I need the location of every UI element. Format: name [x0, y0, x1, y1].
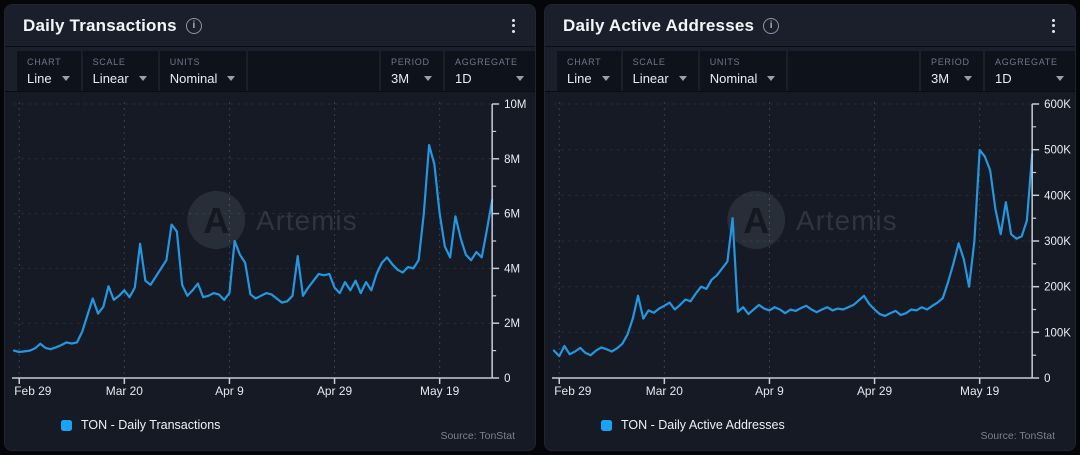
- watermark-text: Artemis: [796, 205, 897, 236]
- dropdown-label: AGGREGATE: [995, 57, 1058, 67]
- x-axis-tick-label: Mar 20: [106, 384, 144, 398]
- legend-item[interactable]: TON - Daily Active Addresses: [601, 418, 785, 432]
- info-icon[interactable]: i: [185, 17, 202, 34]
- units-dropdown[interactable]: UNITS Nominal: [159, 51, 247, 91]
- chart-toolbar: CHART Line SCALE Linear UNITS Nominal PE…: [5, 47, 535, 92]
- source-label: Source: TonStat: [980, 430, 1055, 442]
- artemis-logo-icon: [187, 191, 246, 249]
- dropdown-label: UNITS: [169, 57, 201, 67]
- y-axis-tick-label: 400K: [1044, 190, 1071, 202]
- dropdown-label: UNITS: [709, 57, 741, 67]
- y-axis-tick-label: 300K: [1044, 236, 1071, 248]
- units-dropdown[interactable]: UNITS Nominal: [699, 51, 787, 91]
- line-chart-canvas[interactable]: A Artemis 0 100K 200K 300K 400K 500K 600K Feb 29 M…: [545, 92, 1075, 398]
- period-dropdown[interactable]: PERIOD 3M: [921, 51, 983, 91]
- chevron-down-icon: [678, 76, 687, 81]
- dropdown-value: Nominal: [169, 71, 218, 86]
- watermark-text: Artemis: [256, 205, 357, 236]
- dropdown-value: 1D: [995, 71, 1012, 86]
- x-axis-tick-label: Apr 9: [215, 384, 244, 398]
- y-axis-tick-label: 10M: [504, 99, 526, 111]
- chevron-down-icon: [516, 76, 524, 81]
- legend-swatch: [601, 419, 612, 431]
- toolbar-spacer: [788, 51, 919, 91]
- dropdown-value: 3M: [391, 71, 410, 86]
- line-chart-canvas[interactable]: A Artemis 0 2M 4M 6M 8M 10M Feb 29 Mar 20 Apr 9 Apr…: [5, 92, 535, 398]
- x-axis-tick-label: Apr 29: [857, 384, 893, 398]
- dropdown-value: Linear: [632, 71, 669, 86]
- series-line[interactable]: [552, 148, 1034, 358]
- x-axis-tick-label: Apr 29: [317, 384, 353, 398]
- scale-dropdown[interactable]: SCALE Linear: [622, 51, 698, 91]
- period-dropdown[interactable]: PERIOD 3M: [381, 51, 443, 91]
- dropdown-value: Linear: [92, 71, 129, 86]
- panel-header: Daily Transactions i: [5, 5, 535, 47]
- dropdown-value: Nominal: [709, 71, 758, 86]
- artemis-logo-icon: [727, 191, 786, 249]
- page-title: Daily Active Addresses: [563, 15, 755, 35]
- chart-type-dropdown[interactable]: CHART Line: [557, 51, 621, 91]
- chevron-down-icon: [61, 76, 70, 81]
- chart-footer: TON - Daily Transactions Source: TonStat: [5, 398, 535, 450]
- chevron-down-icon: [1056, 76, 1064, 81]
- page-title: Daily Transactions: [23, 15, 177, 35]
- x-axis-tick-label: Apr 9: [755, 384, 784, 398]
- aggregate-dropdown[interactable]: AGGREGATE 1D: [985, 51, 1075, 91]
- x-axis-tick-label: Feb 29: [554, 384, 592, 398]
- y-axis-tick-label: 500K: [1044, 145, 1071, 157]
- legend-label: TON - Daily Transactions: [81, 418, 221, 432]
- y-axis-tick-label: 8M: [504, 154, 520, 166]
- dropdown-label: CHART: [27, 57, 62, 67]
- y-axis-tick-label: 200K: [1044, 282, 1071, 294]
- chevron-down-icon: [964, 76, 972, 81]
- aggregate-dropdown[interactable]: AGGREGATE 1D: [445, 51, 535, 91]
- x-axis-tick-label: Mar 20: [646, 384, 684, 398]
- panel-header: Daily Active Addresses i: [545, 5, 1075, 47]
- y-axis-tick-label: 600K: [1044, 99, 1071, 111]
- dropdown-label: PERIOD: [931, 57, 970, 67]
- info-icon[interactable]: i: [763, 17, 780, 34]
- dropdown-value: 1D: [455, 71, 472, 86]
- dropdown-label: AGGREGATE: [455, 57, 518, 67]
- chevron-down-icon: [601, 76, 610, 81]
- legend-swatch: [61, 419, 72, 431]
- y-axis-tick-label: 6M: [504, 209, 520, 221]
- legend-item[interactable]: TON - Daily Transactions: [61, 418, 220, 432]
- y-axis-tick-label: 4M: [504, 263, 520, 275]
- source-label: Source: TonStat: [440, 430, 515, 442]
- panel-daily-transactions: Daily Transactions i CHART Line SCALE Li…: [4, 4, 536, 451]
- dropdown-label: CHART: [567, 57, 602, 67]
- y-axis-tick-label: 2M: [504, 318, 520, 330]
- y-axis-tick-label: 100K: [1044, 327, 1071, 339]
- y-axis-tick-label: 0: [504, 373, 510, 385]
- dropdown-label: SCALE: [92, 57, 126, 67]
- series-line[interactable]: [12, 143, 494, 354]
- chevron-down-icon: [767, 76, 776, 81]
- panel-daily-active-addresses: Daily Active Addresses i CHART Line SCAL…: [544, 4, 1076, 451]
- kebab-menu-icon[interactable]: [506, 14, 521, 38]
- dropdown-value: 3M: [931, 71, 950, 86]
- artemis-logo-glyph: A: [743, 200, 769, 241]
- chart-toolbar: CHART Line SCALE Linear UNITS Nominal PE…: [545, 47, 1075, 92]
- dropdown-label: PERIOD: [391, 57, 430, 67]
- chevron-down-icon: [424, 76, 432, 81]
- toolbar-spacer: [248, 51, 379, 91]
- artemis-logo-glyph: A: [203, 200, 229, 241]
- dropdown-label: SCALE: [632, 57, 666, 67]
- dropdown-value: Line: [27, 71, 52, 86]
- chevron-down-icon: [227, 76, 236, 81]
- legend-label: TON - Daily Active Addresses: [621, 418, 785, 432]
- y-axis-tick-label: 0: [1044, 373, 1050, 385]
- x-axis-tick-label: Feb 29: [14, 384, 52, 398]
- chart-footer: TON - Daily Active Addresses Source: Ton…: [545, 398, 1075, 450]
- x-axis-tick-label: May 19: [420, 384, 460, 398]
- chevron-down-icon: [138, 76, 147, 81]
- scale-dropdown[interactable]: SCALE Linear: [82, 51, 158, 91]
- chart-type-dropdown[interactable]: CHART Line: [17, 51, 81, 91]
- x-axis-tick-label: May 19: [960, 384, 1000, 398]
- kebab-menu-icon[interactable]: [1046, 14, 1061, 38]
- dropdown-value: Line: [567, 71, 592, 86]
